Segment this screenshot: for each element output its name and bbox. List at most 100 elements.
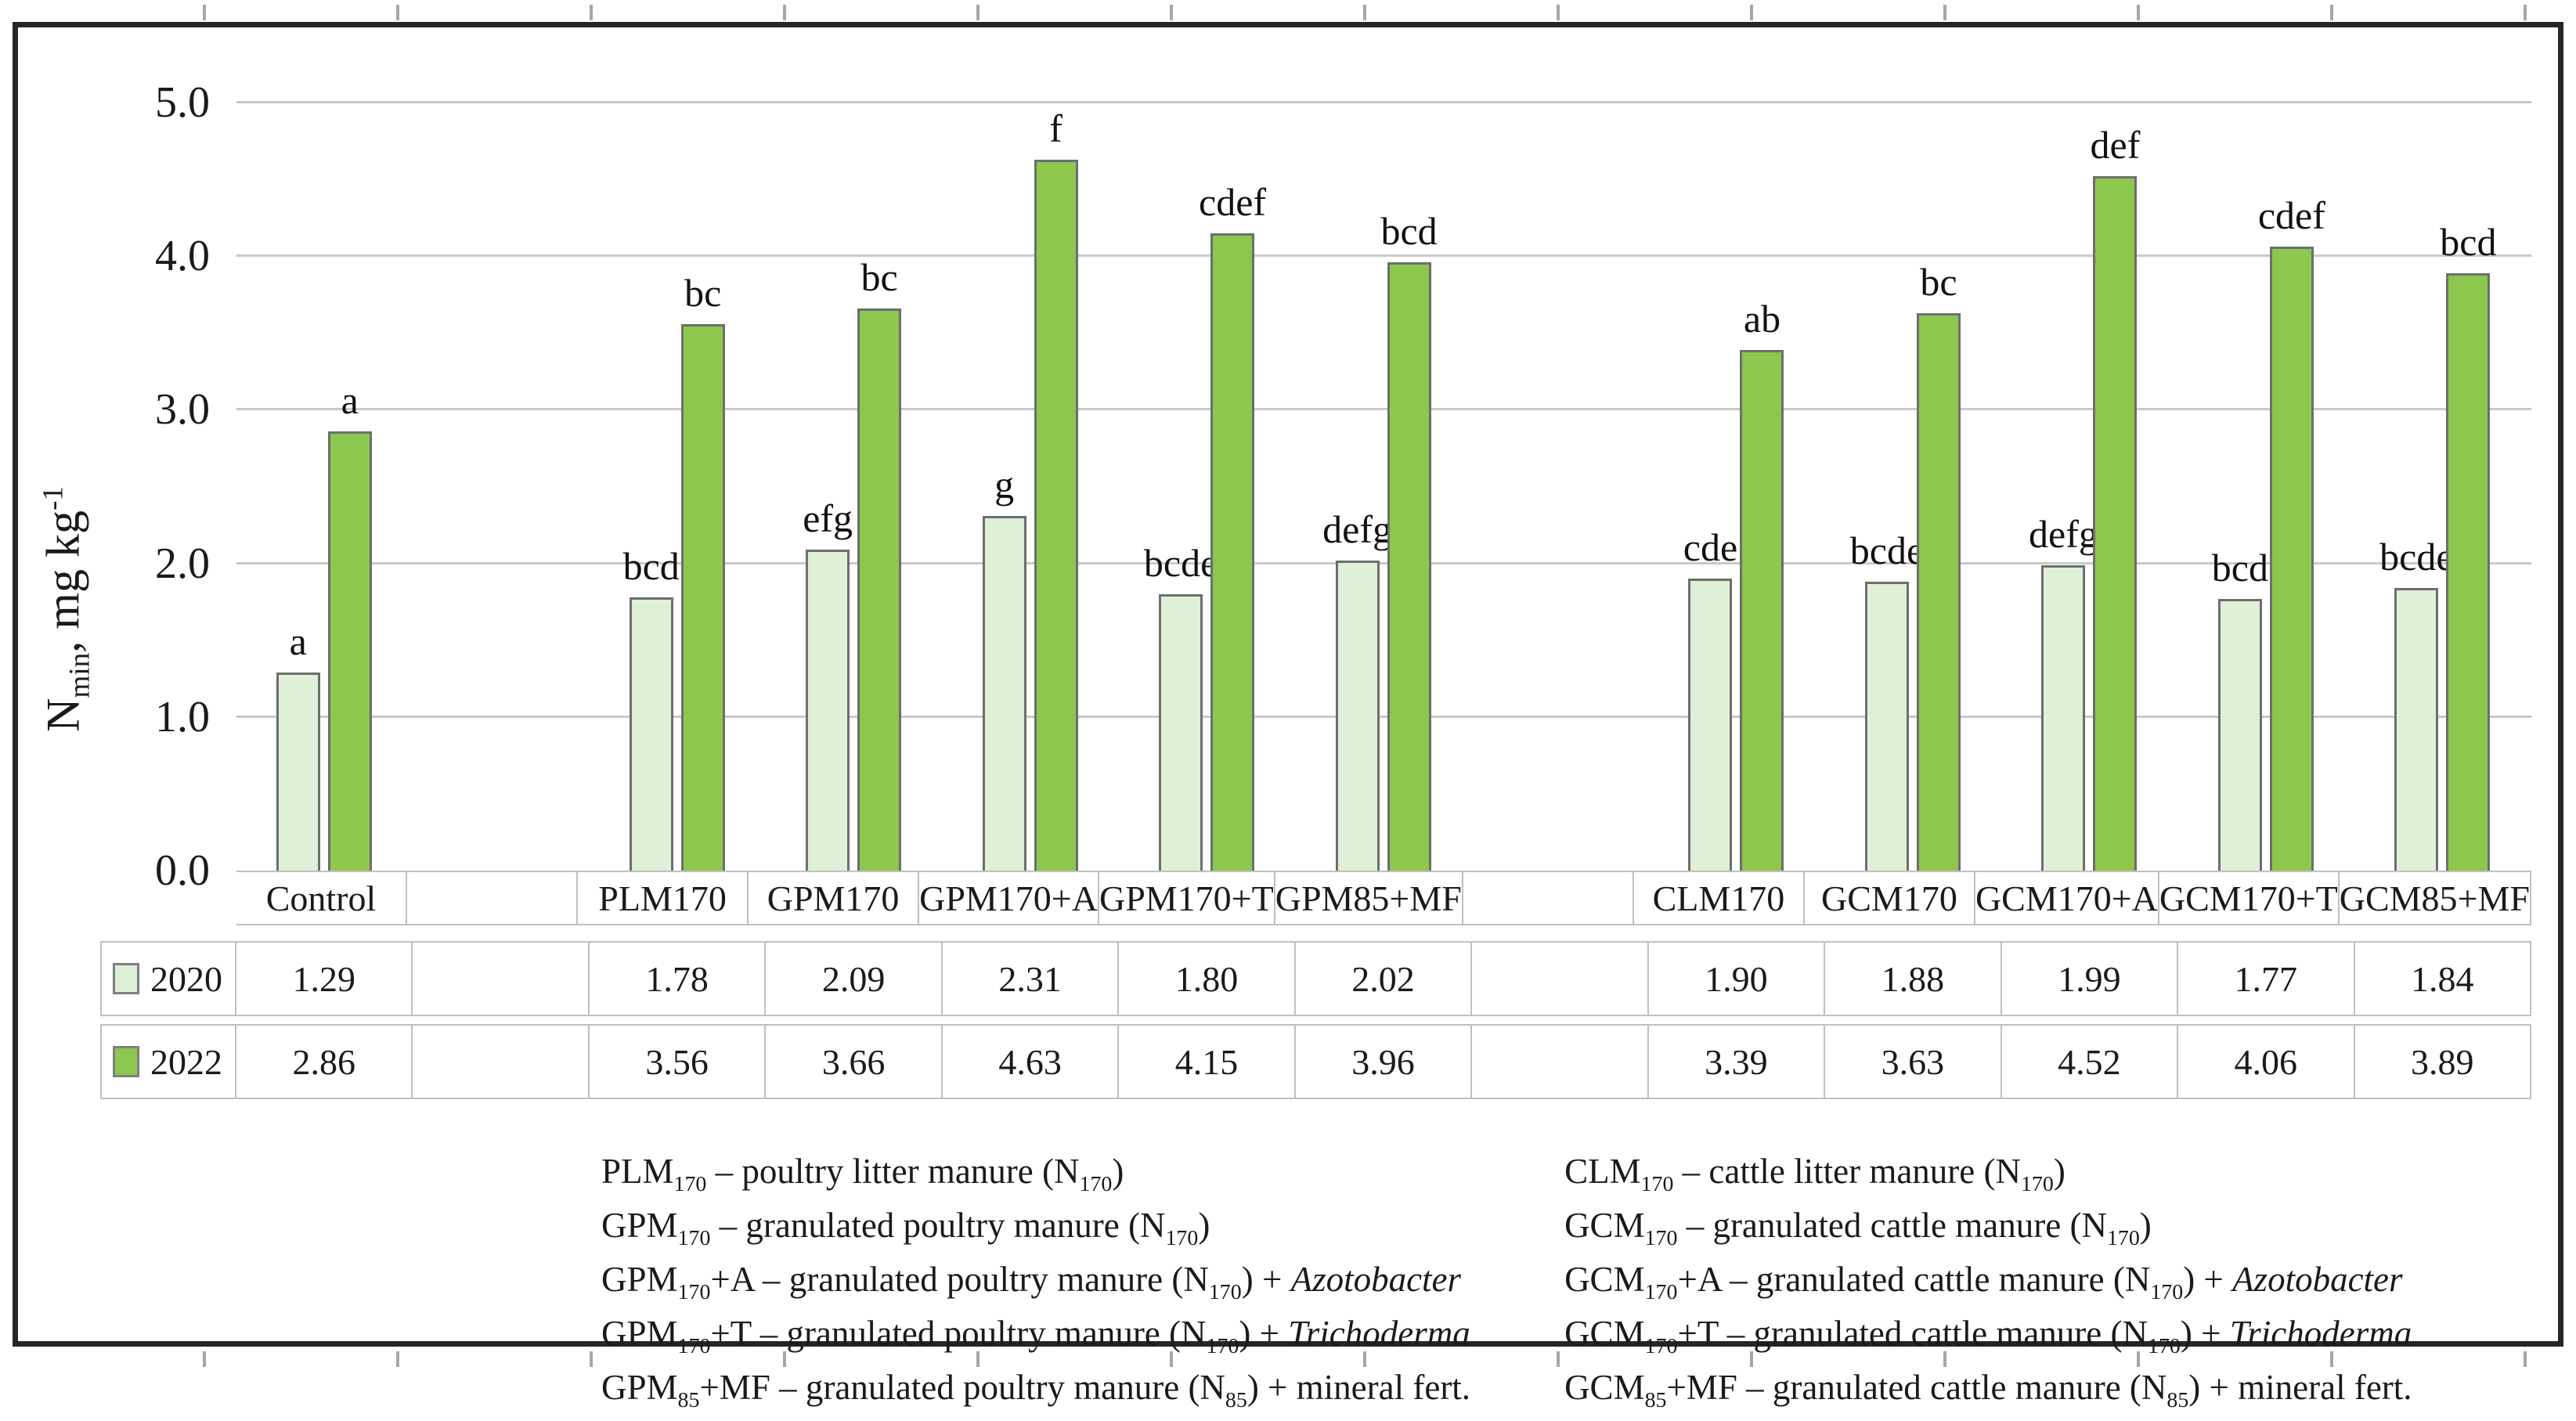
text-segment: ) + (1241, 1260, 1291, 1299)
footnote-line: GPM170 – granulated poultry manure (N170… (601, 1205, 1470, 1259)
header-cell-GPM170+T: GPM170+T (1099, 871, 1275, 925)
text-segment: Azotobacter (1290, 1260, 1462, 1299)
bar-2020-GCM170 (1864, 582, 1909, 871)
header-cell-Control: Control (236, 871, 408, 925)
bar-2020-CLM170 (1688, 579, 1733, 871)
legend-cell-2022: 2022 (100, 1024, 236, 1099)
footnote-line: GCM170 – granulated cattle manure (N170) (1564, 1205, 2412, 1259)
plot-area: a a bcd bc efg bc g f bcde cdef defg bcd cde ab bcde bc… (236, 101, 2531, 871)
gridline (236, 408, 2531, 411)
legend-cell-2020: 2020 (100, 941, 236, 1016)
text-segment: 170 (1208, 1280, 1242, 1304)
text-segment: GCM (1564, 1260, 1645, 1299)
bar-slot: bcde cdef (1119, 103, 1295, 871)
bar-2022-GPM85+MF (1387, 262, 1431, 871)
footnote-line: GPM170+T – granulated poultry manure (N1… (601, 1313, 1470, 1367)
sig-letter-2022-GCM170: bc (1920, 259, 1957, 304)
text-segment: -1 (37, 486, 70, 511)
bar-slot: efg bc (766, 103, 942, 871)
header-cell-GCM85+MF: GCM85+MF (2339, 871, 2531, 925)
text-segment: PLM (601, 1152, 674, 1191)
value-cell-spacer (413, 1024, 590, 1099)
sig-letter-2022-Control: a (341, 377, 359, 422)
value-cell-2022-Control: 2.86 (236, 1024, 413, 1099)
table-header-row: Control PLM170 GPM170 GPM170+A GPM170+T GPM85… (100, 871, 2531, 925)
value-cell-2022-PLM170: 3.56 (589, 1024, 767, 1099)
sig-letter-2020-GPM170+A: g (994, 462, 1015, 507)
text-segment: 170 (677, 1280, 711, 1304)
text-segment: GPM (601, 1260, 678, 1299)
sig-letter-2022-PLM170: bc (684, 270, 722, 315)
value-cell-spacer (413, 941, 590, 1016)
value-cell-2022-GCM170+A: 4.52 (2001, 1024, 2179, 1099)
text-segment: 170 (2106, 1226, 2140, 1250)
bar-2020-GPM170+A (982, 515, 1026, 871)
sig-letter-2022-GCM170+A: def (2090, 123, 2141, 168)
y-tick-label: 0.0 (155, 846, 210, 895)
text-segment: GCM (1564, 1368, 1645, 1407)
text-segment: GPM (601, 1368, 678, 1407)
legend-year-label: 2020 (150, 958, 222, 999)
bar-slot: bcd cdef (2178, 103, 2354, 871)
bar-2020-Control (276, 672, 320, 871)
table-row-2022: 2022 2.86 3.56 3.66 4.63 4.15 3.96 3.39 3.63 4.52… (100, 1024, 2531, 1099)
y-axis-tick-labels: 0.0 1.0 2.0 3.0 4.0 5.0 (73, 81, 210, 893)
text-segment: 170 (2150, 1280, 2184, 1304)
value-cell-2022-CLM170: 3.39 (1648, 1024, 1826, 1099)
header-cell-GCM170: GCM170 (1804, 871, 1975, 925)
value-cell-2020-PLM170: 1.78 (589, 941, 767, 1016)
text-segment: GCM (1564, 1314, 1645, 1353)
value-cell-2022-GCM170+T: 4.06 (2178, 1024, 2355, 1099)
text-segment: 170 (2148, 1334, 2181, 1358)
header-cell-GPM170: GPM170 (749, 871, 920, 925)
value-cell-2020-GCM85+MF: 1.84 (2354, 941, 2531, 1016)
bar-slot: bcde bc (1825, 103, 2001, 871)
sig-letter-2022-GPM170: bc (860, 254, 898, 299)
value-cell-spacer (1472, 1024, 1649, 1099)
sig-letter-2022-GPM85+MF: bcd (1380, 209, 1438, 254)
text-segment: – poultry litter manure (N (706, 1152, 1080, 1191)
text-segment: 85 (2167, 1388, 2189, 1412)
page: { "chart_data": { "type": "bar", "title"… (13, 5, 2563, 1412)
sig-letter-2022-GPM170+A: f (1049, 106, 1063, 150)
bar-2020-GCM170+T (2217, 598, 2262, 871)
text-segment: +T – granulated poultry manure (N (710, 1314, 1207, 1353)
header-cell-GCM170+A: GCM170+A (1975, 871, 2159, 925)
text-segment: GCM (1564, 1206, 1645, 1245)
text-segment: ) (1198, 1206, 1210, 1245)
value-cell-2022-GCM85+MF: 3.89 (2354, 1024, 2531, 1099)
bar-2022-GCM170 (1916, 312, 1961, 871)
text-segment: – granulated cattle manure (N (1677, 1206, 2107, 1245)
sig-letter-2020-GPM170: efg (803, 496, 853, 540)
text-segment: ) + mineral fert. (2188, 1368, 2412, 1407)
text-segment: Trichoderma (1288, 1314, 1470, 1353)
header-cell-GPM170+A: GPM170+A (919, 871, 1099, 925)
footnote-line: CLM170 – cattle litter manure (N170) (1564, 1151, 2412, 1205)
value-cell-2020-CLM170: 1.90 (1648, 941, 1826, 1016)
value-cell-2022-GPM170: 3.66 (766, 1024, 943, 1099)
text-segment: ) (2053, 1152, 2065, 1191)
gridline (236, 254, 2531, 258)
footnote-line: PLM170 – poultry litter manure (N170) (601, 1151, 1470, 1205)
y-tick-label: 4.0 (155, 232, 210, 281)
footnotes-left-column: PLM170 – poultry litter manure (N170) GPM… (601, 1151, 1470, 1421)
bar-slot: bcde bcd (2355, 103, 2531, 871)
text-segment: 170 (1640, 1172, 1674, 1196)
bar-2022-GPM170+A (1034, 159, 1078, 871)
legend-swatch-2020-icon (113, 963, 139, 994)
footnotes: PLM170 – poultry litter manure (N170) GPM… (601, 1151, 2412, 1421)
bar-slots: a a bcd bc efg bc g f bcde cdef defg bcd cde ab bcde bc… (236, 103, 2531, 871)
data-table: Control PLM170 GPM170 GPM170+A GPM170+T GPM85… (100, 871, 2531, 1099)
bar-2020-GPM170+T (1159, 593, 1203, 871)
text-segment: 170 (1206, 1334, 1239, 1358)
text-segment: CLM (1564, 1152, 1641, 1191)
y-tick-label: 3.0 (155, 385, 210, 435)
sig-letter-2020-GCM170+T: bcd (2211, 545, 2268, 590)
value-cell-2020-GPM85+MF: 2.02 (1295, 941, 1473, 1016)
gridline (236, 561, 2531, 564)
bar-2022-GPM170+T (1210, 233, 1255, 871)
bar-2022-GCM170+A (2093, 176, 2138, 871)
table-row-2020: 2020 1.29 1.78 2.09 2.31 1.80 2.02 1.90 1.88 1.99… (100, 941, 2531, 1016)
sig-letter-2020-GCM170: bcde (1849, 528, 1925, 573)
